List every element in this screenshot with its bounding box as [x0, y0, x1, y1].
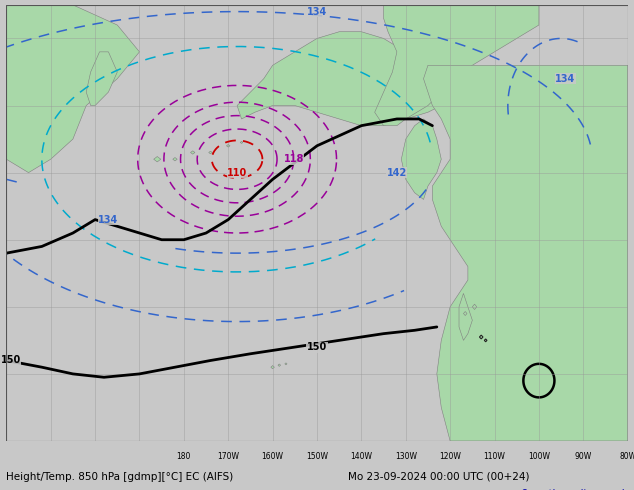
Polygon shape — [375, 5, 539, 125]
Text: Height/Temp. 850 hPa [gdmp][°C] EC (AIFS): Height/Temp. 850 hPa [gdmp][°C] EC (AIFS… — [6, 471, 233, 482]
Text: 100W: 100W — [528, 452, 550, 461]
Text: Mo 23-09-2024 00:00 UTC (00+24): Mo 23-09-2024 00:00 UTC (00+24) — [348, 471, 529, 482]
Polygon shape — [271, 366, 275, 369]
Text: 130W: 130W — [395, 452, 417, 461]
Polygon shape — [6, 5, 139, 172]
Polygon shape — [172, 157, 177, 161]
Polygon shape — [190, 151, 195, 154]
Text: 140W: 140W — [351, 452, 372, 461]
Polygon shape — [484, 339, 487, 342]
Text: 170W: 170W — [217, 452, 239, 461]
Polygon shape — [479, 335, 483, 339]
Text: 110: 110 — [227, 168, 247, 178]
Polygon shape — [459, 294, 472, 341]
Polygon shape — [237, 32, 450, 125]
Text: 80W: 80W — [619, 452, 634, 461]
Text: 142: 142 — [387, 168, 407, 178]
Text: 160W: 160W — [262, 452, 283, 461]
Text: 150: 150 — [1, 355, 21, 366]
Polygon shape — [424, 65, 628, 441]
Polygon shape — [86, 52, 117, 105]
Text: ©weatheronline.co.uk: ©weatheronline.co.uk — [519, 489, 628, 490]
Text: 150W: 150W — [306, 452, 328, 461]
Text: 150: 150 — [307, 342, 327, 352]
Polygon shape — [226, 145, 230, 147]
Polygon shape — [401, 119, 441, 199]
Text: 134: 134 — [98, 215, 119, 224]
Polygon shape — [153, 156, 161, 162]
Text: 120W: 120W — [439, 452, 461, 461]
Polygon shape — [209, 151, 212, 154]
Polygon shape — [240, 142, 243, 144]
Text: 90W: 90W — [574, 452, 592, 461]
Text: 134: 134 — [555, 74, 576, 84]
Text: 110W: 110W — [484, 452, 505, 461]
Polygon shape — [463, 312, 467, 316]
Polygon shape — [278, 364, 281, 367]
Text: 180: 180 — [177, 452, 191, 461]
Text: 134: 134 — [307, 6, 327, 17]
Polygon shape — [285, 363, 287, 365]
Polygon shape — [472, 304, 477, 310]
Text: 118: 118 — [283, 154, 304, 164]
